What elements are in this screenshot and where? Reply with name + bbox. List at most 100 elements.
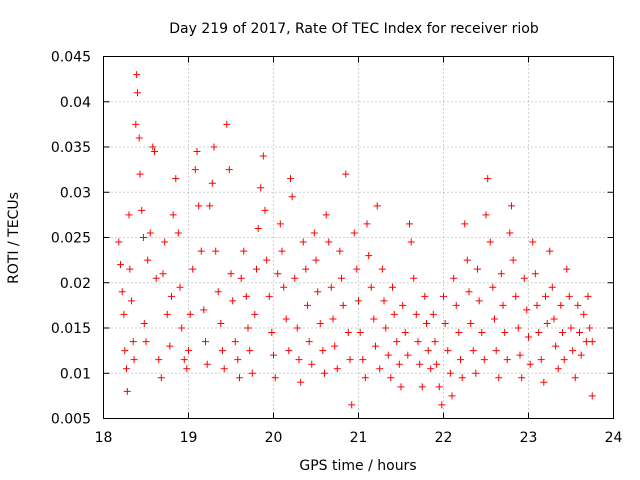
data-point — [560, 356, 568, 364]
data-point — [550, 315, 558, 323]
data-point — [512, 292, 520, 300]
data-point — [350, 229, 358, 237]
data-point — [348, 401, 356, 409]
data-point — [291, 274, 299, 282]
data-point — [577, 351, 585, 359]
data-point — [149, 143, 157, 151]
data-point — [331, 342, 339, 350]
data-point — [191, 166, 199, 174]
data-point — [475, 297, 483, 305]
data-point — [540, 378, 548, 386]
data-point — [322, 211, 330, 219]
data-point — [146, 229, 154, 237]
data-point — [325, 238, 333, 246]
data-point — [151, 148, 158, 156]
data-point — [537, 356, 545, 364]
data-point — [342, 170, 350, 178]
data-point — [355, 297, 362, 305]
data-point — [123, 387, 131, 395]
data-point — [472, 369, 480, 377]
data-point — [506, 229, 514, 237]
data-point — [193, 148, 201, 156]
data-point — [567, 324, 575, 332]
data-point — [259, 152, 267, 160]
data-point — [424, 347, 432, 355]
data-point — [484, 175, 492, 183]
data-point — [418, 383, 426, 391]
data-point — [346, 356, 354, 364]
data-point — [401, 329, 409, 337]
data-point — [253, 265, 260, 273]
x-axis-label: GPS time / hours — [299, 458, 416, 474]
data-point — [261, 206, 269, 214]
data-point — [480, 356, 488, 364]
data-point — [423, 319, 430, 327]
data-point — [237, 274, 245, 282]
data-point — [363, 220, 371, 228]
data-point — [212, 247, 220, 255]
data-point — [231, 338, 239, 346]
data-point — [280, 283, 288, 291]
data-point — [120, 310, 128, 318]
data-point — [287, 175, 294, 183]
data-point — [129, 338, 137, 346]
y-tick-label: 0.015 — [51, 321, 91, 337]
data-point — [312, 256, 320, 264]
data-point — [223, 120, 231, 128]
data-point — [378, 265, 386, 273]
data-point — [407, 238, 415, 246]
data-point — [576, 329, 583, 337]
x-tick-label: 20 — [265, 430, 283, 446]
data-point — [569, 347, 577, 355]
data-point — [304, 301, 311, 309]
data-point — [523, 306, 531, 314]
data-point — [314, 288, 322, 296]
data-point — [586, 324, 594, 332]
data-point — [427, 365, 435, 373]
data-point — [516, 351, 524, 359]
data-point — [155, 356, 163, 364]
data-point — [588, 338, 596, 346]
data-point — [220, 365, 228, 373]
data-point — [584, 292, 592, 300]
data-point — [282, 315, 290, 323]
data-point — [361, 374, 369, 382]
data-point — [353, 265, 361, 273]
data-point — [495, 374, 503, 382]
data-point — [186, 310, 194, 318]
y-tick-label: 0.045 — [51, 50, 91, 66]
data-point — [242, 292, 250, 300]
data-point — [373, 202, 381, 210]
data-point — [542, 292, 549, 300]
data-point — [533, 301, 541, 309]
data-point — [370, 315, 378, 323]
data-point — [130, 356, 138, 364]
data-point — [115, 238, 123, 246]
data-point — [520, 274, 528, 282]
data-point — [440, 292, 447, 300]
data-point — [142, 338, 150, 346]
data-point — [461, 220, 469, 228]
data-point — [489, 283, 497, 291]
data-point — [299, 238, 307, 246]
data-point — [448, 392, 456, 400]
data-point — [270, 351, 277, 359]
data-point — [546, 247, 554, 255]
data-point — [395, 360, 403, 368]
data-point — [178, 324, 186, 332]
data-point — [133, 71, 141, 79]
data-point — [308, 360, 316, 368]
data-point — [244, 324, 252, 332]
data-point — [140, 319, 148, 327]
data-point — [359, 356, 367, 364]
x-tick-label: 19 — [180, 430, 198, 446]
data-point — [265, 292, 273, 300]
data-point — [339, 301, 347, 309]
data-point — [412, 310, 420, 318]
x-tick-labels: 18 19 20 21 22 23 24 — [95, 430, 623, 446]
data-point — [327, 283, 335, 291]
data-point — [135, 134, 143, 142]
data-point — [136, 170, 144, 178]
data-point — [548, 283, 556, 291]
data-points — [115, 71, 596, 409]
